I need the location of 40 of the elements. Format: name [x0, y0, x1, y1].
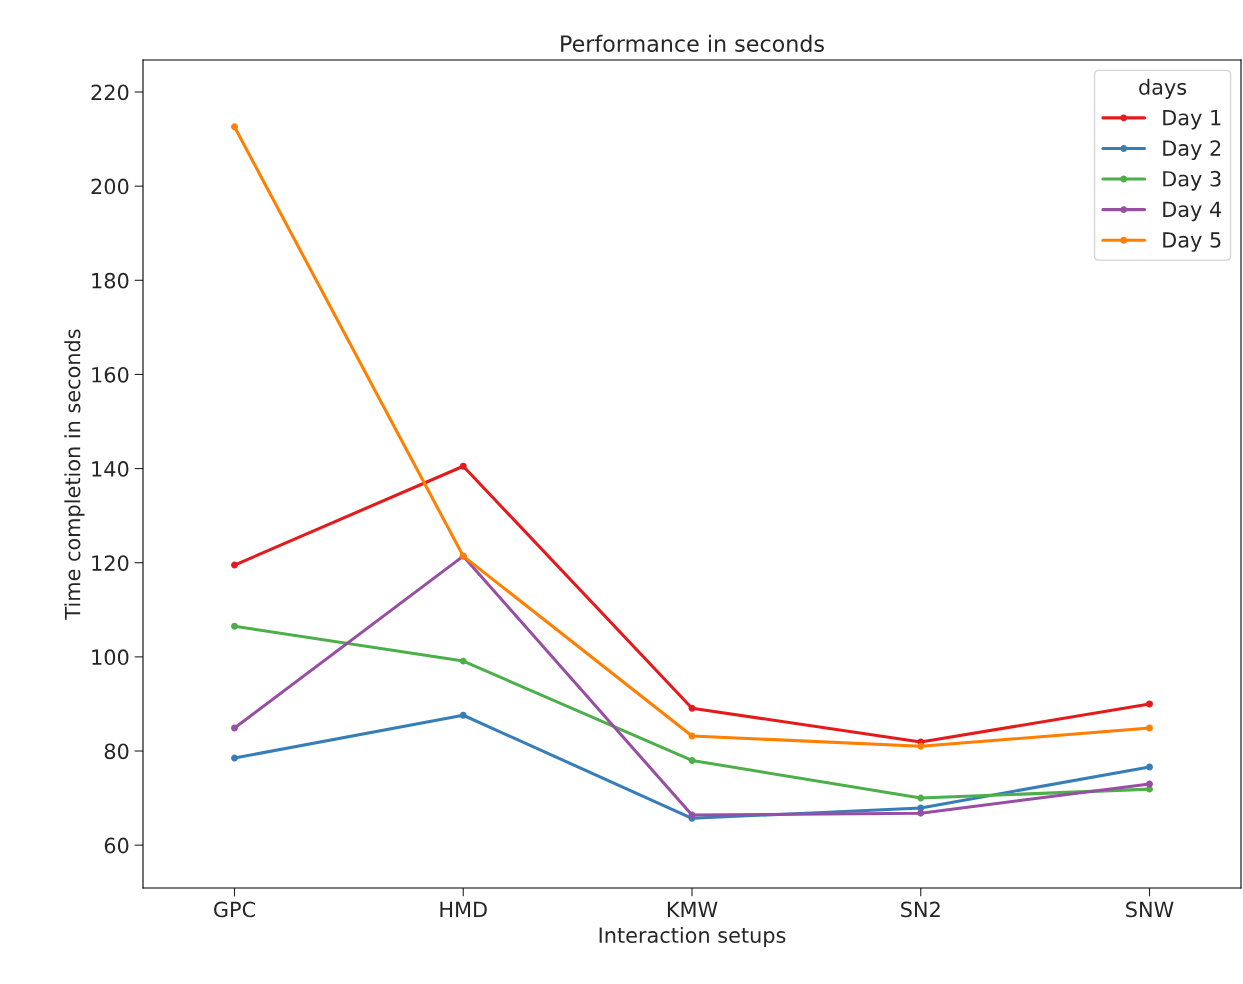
point: [688, 704, 696, 712]
legend-label: Day 5: [1163, 232, 1221, 252]
x-tick-label: GPC: [214, 901, 255, 918]
point: [917, 794, 925, 802]
y-tick-label: 100: [92, 649, 129, 666]
y-tick-label: 180: [92, 272, 129, 289]
legend-label: Day 2: [1163, 140, 1221, 161]
point: [688, 756, 696, 764]
x-axis-title: Interaction setups: [599, 926, 786, 948]
chart-title: Performance in seconds: [561, 34, 824, 52]
y-tick-label: 120: [92, 555, 129, 571]
point: [231, 724, 238, 732]
x-tick-label: KMW: [667, 901, 718, 918]
point: [231, 754, 238, 762]
y-tick-label: 220: [91, 84, 129, 101]
point: [459, 657, 467, 665]
x-tick-label: SNW: [1126, 901, 1174, 918]
x-tick-label: SN2: [901, 901, 940, 918]
y-tick-label: 200: [91, 178, 129, 195]
point: [917, 809, 925, 817]
legend-label: Day 4: [1163, 201, 1222, 222]
y-tick-label: 160: [92, 366, 129, 383]
point: [231, 622, 238, 630]
x-tick-label: HMD: [440, 901, 487, 918]
y-tick-label: 140: [92, 461, 129, 477]
y-tick-label: 60: [104, 837, 129, 854]
point: [1146, 724, 1153, 732]
point: [231, 561, 238, 569]
legend-label: Day 1: [1163, 109, 1221, 130]
point: [231, 123, 238, 131]
point: [1146, 780, 1153, 788]
y-axis-title: Time completion in seconds: [64, 329, 85, 620]
point: [1146, 763, 1153, 771]
legend-label: Day 3: [1163, 170, 1221, 191]
point: [1146, 700, 1153, 708]
point: [459, 462, 467, 470]
point: [917, 742, 925, 750]
point: [459, 711, 467, 719]
legend-title: days: [1139, 78, 1187, 99]
y-tick-label: 80: [104, 743, 129, 760]
